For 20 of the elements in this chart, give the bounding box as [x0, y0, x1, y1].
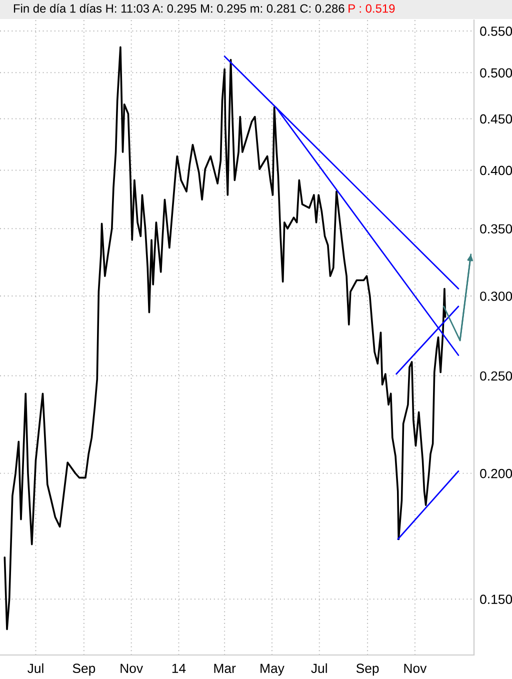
x-tick-label: Nov — [120, 664, 144, 674]
x-tick-label: Sep — [356, 664, 379, 676]
y-tick-label: 0.150 — [480, 594, 512, 604]
x-tick-label: Mar — [214, 664, 236, 674]
x-tick-label: 14 — [172, 664, 186, 673]
text: P : 0.519 — [348, 4, 395, 13]
x-tick-label: May — [260, 664, 284, 676]
x-tick-label: Jul — [28, 663, 44, 674]
y-tick-label: 0.250 — [480, 371, 512, 381]
y-tick-label: 0.300 — [480, 292, 512, 301]
y-tick-label: 0.400 — [480, 166, 512, 176]
x-tick-label: Sep — [72, 664, 96, 676]
x-tick-label: Nov — [404, 664, 427, 674]
y-tick-label: 0.450 — [480, 114, 512, 124]
y-tick-label: 0.200 — [480, 468, 512, 478]
y-tick-label: 0.350 — [480, 224, 512, 234]
x-tick-label: Jul — [311, 663, 327, 674]
chart-title: Fin de día 1 días H: 11:03 A: 0.295 M: 0.295 m: 0.281 C: 0.286 — [14, 4, 344, 13]
y-tick-label: 0.550 — [480, 26, 512, 36]
y-tick-label: 0.500 — [480, 68, 512, 78]
